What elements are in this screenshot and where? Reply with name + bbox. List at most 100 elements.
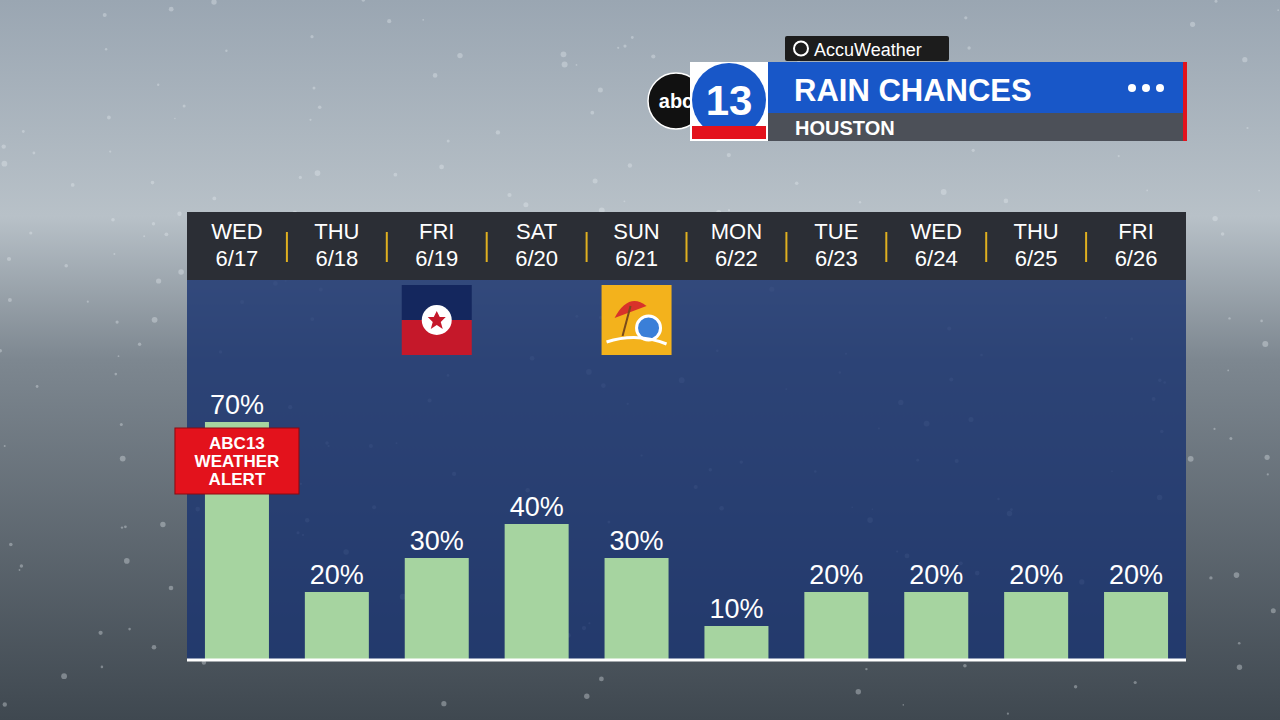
- logo-channel: 13: [706, 77, 753, 124]
- raindrop: [1212, 216, 1217, 221]
- data-label: 30%: [410, 526, 464, 556]
- data-label: 20%: [809, 560, 863, 590]
- raindrop: [576, 64, 578, 66]
- x-tick-label: THU6/25: [1014, 219, 1059, 271]
- data-label: 20%: [310, 560, 364, 590]
- raindrop: [111, 218, 115, 222]
- raindrop: [22, 130, 25, 133]
- raindrop: [124, 558, 130, 564]
- raindrop: [624, 200, 626, 202]
- raindrop: [651, 54, 655, 58]
- x-tick-label-line: 6/18: [315, 246, 358, 271]
- raindrop: [152, 222, 155, 225]
- bar: [1104, 592, 1168, 660]
- raindrop: [441, 701, 446, 706]
- x-tick-label-line: SAT: [516, 219, 557, 244]
- raindrop: [103, 13, 107, 17]
- raindrop: [124, 525, 127, 528]
- raindrop: [116, 321, 119, 324]
- x-tick-label: MON6/22: [711, 219, 762, 271]
- raindrop: [20, 564, 23, 567]
- x-tick-label-line: 6/24: [915, 246, 958, 271]
- raindrop: [178, 269, 184, 275]
- icon-bg: [602, 285, 672, 355]
- data-label: 30%: [610, 526, 664, 556]
- raindrop: [101, 666, 104, 669]
- raindrop: [120, 423, 123, 426]
- logo-red-band: [692, 126, 766, 139]
- raindrop: [1146, 190, 1148, 192]
- raindrop: [1118, 155, 1120, 157]
- raindrop: [590, 111, 594, 115]
- raindrop: [87, 301, 89, 303]
- raindrop: [1260, 320, 1263, 323]
- data-label: 40%: [510, 492, 564, 522]
- menu-dot: [1142, 84, 1150, 92]
- raindrop: [118, 355, 120, 357]
- separator: [885, 232, 887, 262]
- title: RAIN CHANCES: [794, 73, 1032, 108]
- raindrop: [71, 183, 75, 187]
- raindrop: [617, 47, 619, 49]
- raindrop: [631, 36, 634, 39]
- bar: [305, 592, 369, 660]
- x-tick-label-line: FRI: [1118, 219, 1153, 244]
- x-tick-label: WED6/24: [911, 219, 962, 271]
- raindrop: [1228, 317, 1230, 319]
- x-tick-label-line: SUN: [613, 219, 659, 244]
- raindrop: [457, 53, 462, 58]
- alert-box: [175, 428, 299, 494]
- bar: [405, 558, 469, 660]
- baseline: [187, 659, 1186, 662]
- raindrop: [313, 86, 316, 89]
- raindrop: [0, 349, 2, 353]
- subtitle: HOUSTON: [795, 117, 895, 139]
- raindrop: [61, 673, 67, 679]
- raindrop: [599, 677, 604, 682]
- alert-line: ALERT: [209, 470, 266, 489]
- raindrop: [963, 664, 967, 668]
- raindrop: [447, 140, 450, 143]
- background: [0, 0, 1280, 720]
- raindrop: [64, 264, 68, 268]
- subtitle-box: [768, 113, 1186, 141]
- x-tick-label-line: FRI: [419, 219, 454, 244]
- raindrop: [121, 526, 123, 528]
- logo-network: abc: [659, 90, 693, 112]
- source-icon: [794, 42, 808, 56]
- raindrop: [507, 193, 511, 197]
- raindrop: [1258, 190, 1260, 192]
- x-tick-label: SAT6/20: [515, 219, 558, 271]
- raindrop: [1271, 608, 1276, 613]
- alert-line: WEATHER: [195, 452, 280, 471]
- plot-panel: [187, 280, 1186, 660]
- raindrop: [584, 694, 589, 699]
- separator: [985, 232, 987, 262]
- x-tick-label-line: THU: [1014, 219, 1059, 244]
- separator: [586, 232, 588, 262]
- raindrop: [967, 46, 970, 49]
- chart: WED6/17THU6/18FRI6/19SAT6/20SUN6/21MON6/…: [0, 0, 1280, 720]
- raindrop: [1209, 576, 1212, 579]
- raindrop: [157, 84, 159, 86]
- x-tick-label-line: THU: [314, 219, 359, 244]
- raindrop: [115, 373, 118, 376]
- x-tick-label-line: 6/23: [815, 246, 858, 271]
- separator: [486, 232, 488, 262]
- beach-icon: [602, 285, 672, 355]
- x-tick-label-line: WED: [211, 219, 262, 244]
- raindrop: [1215, 0, 1218, 3]
- logo-channel-circle: [692, 63, 766, 137]
- x-tick-label-line: 6/25: [1015, 246, 1058, 271]
- x-tick-label-line: 6/17: [216, 246, 259, 271]
- x-tick-label-line: 6/21: [615, 246, 658, 271]
- separator: [386, 232, 388, 262]
- x-tick-label-line: 6/19: [415, 246, 458, 271]
- icon-pole: [623, 306, 631, 336]
- raindrop: [964, 16, 967, 19]
- raindrop: [1213, 428, 1215, 430]
- raindrop: [1238, 642, 1241, 645]
- raindrop: [36, 385, 39, 388]
- raindrop: [19, 569, 21, 571]
- raindrop: [1221, 232, 1225, 236]
